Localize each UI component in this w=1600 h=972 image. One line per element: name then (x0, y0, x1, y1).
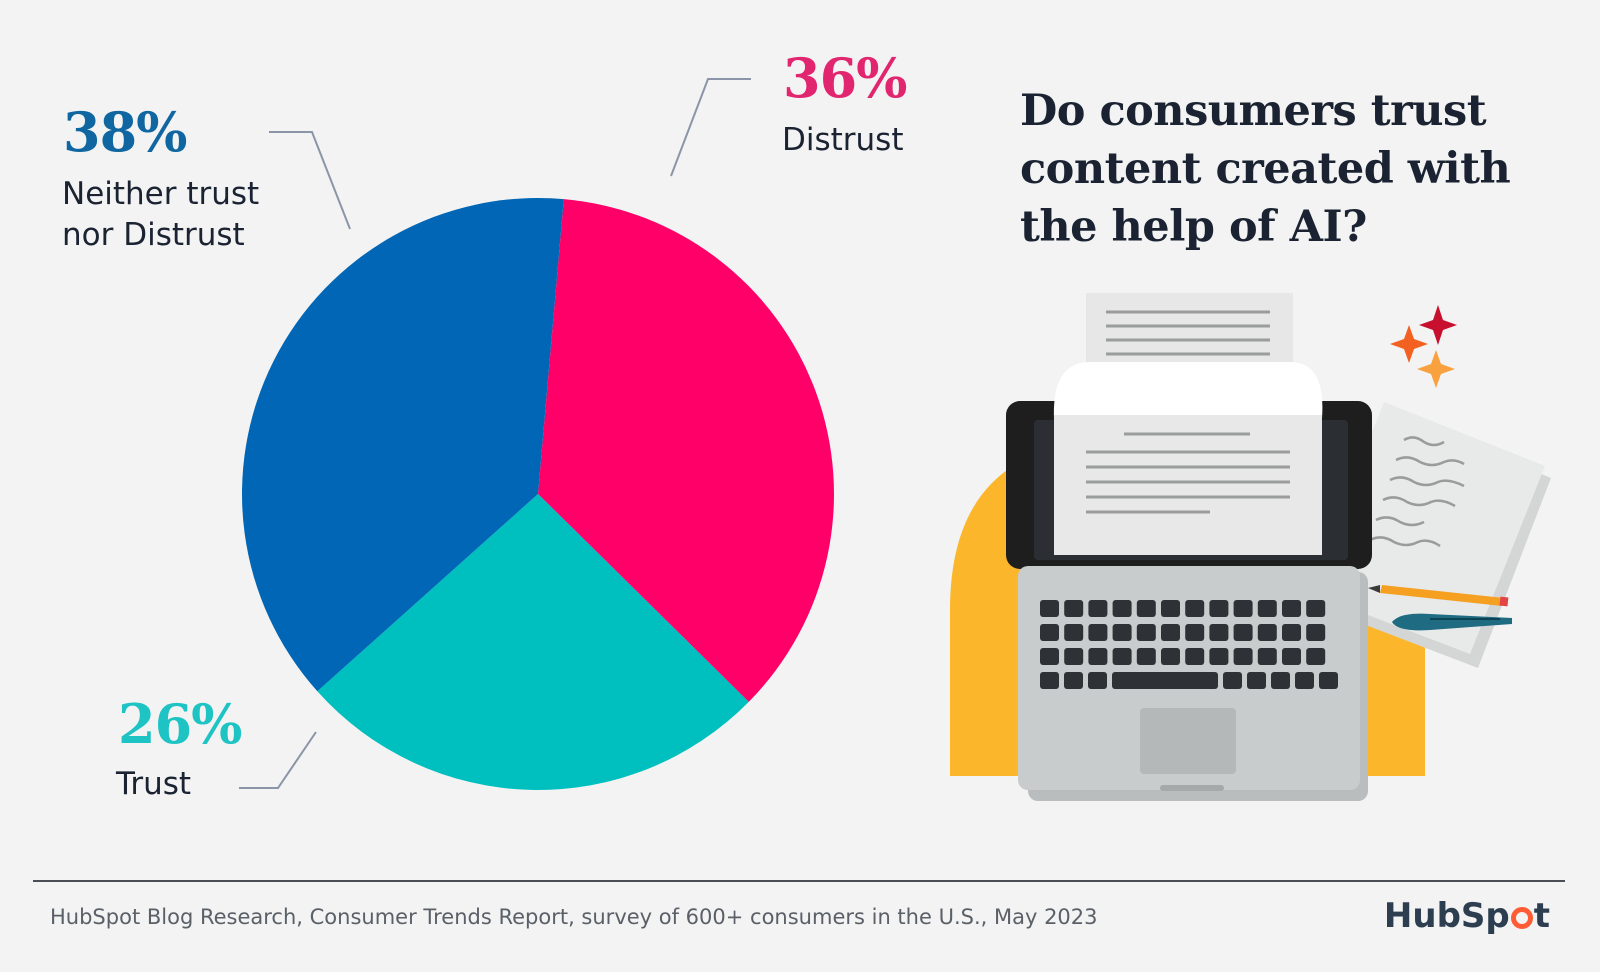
slice-value-trust: 26% (118, 692, 242, 756)
pie-slice-distrust (538, 199, 834, 702)
logo-text-end: t (1533, 896, 1550, 936)
logo-text-start: HubSp (1383, 896, 1510, 936)
pie-chart (242, 198, 834, 790)
pie-slice-trust (317, 494, 749, 790)
document-icon (1053, 362, 1323, 555)
leader-line-distrust (670, 78, 751, 177)
slice-label-distrust: Distrust (782, 120, 904, 161)
slice-label-trust-line: Trust (116, 766, 192, 802)
source-note: HubSpot Blog Research, Consumer Trends R… (50, 905, 1098, 929)
slice-label-neither-line1: Neither trust (62, 176, 260, 212)
chart-title-line3: the help of AI? (1020, 202, 1367, 252)
pie-slice-neither-trust (242, 198, 564, 692)
slice-value-neither: 38% (63, 100, 187, 164)
leader-line-trust (239, 731, 317, 789)
slice-label-distrust-line: Distrust (782, 122, 904, 158)
pencil-icon (1368, 585, 1509, 607)
trackpad (1140, 708, 1236, 774)
pen-icon (1392, 613, 1512, 631)
chart-title-line1: Do consumers trust (1020, 86, 1487, 136)
chart-title: Do consumers trust content created with … (1020, 82, 1540, 256)
slice-label-neither-line2: nor Distrust (62, 217, 245, 253)
chart-title-line2: content created with (1020, 144, 1511, 194)
hubspot-logo: HubSp t (1384, 896, 1550, 936)
sprocket-icon (1510, 907, 1533, 929)
slice-label-neither: Neither trust nor Distrust (62, 174, 259, 256)
footer-divider (33, 880, 1565, 882)
laptop-illustration (950, 293, 1551, 801)
leader-line-neither (269, 131, 351, 230)
slice-label-trust: Trust (116, 764, 191, 805)
sparkle-icon (1390, 305, 1457, 388)
leader-lines (239, 78, 751, 789)
keyboard (1040, 600, 1338, 689)
slice-value-distrust: 36% (783, 46, 907, 110)
